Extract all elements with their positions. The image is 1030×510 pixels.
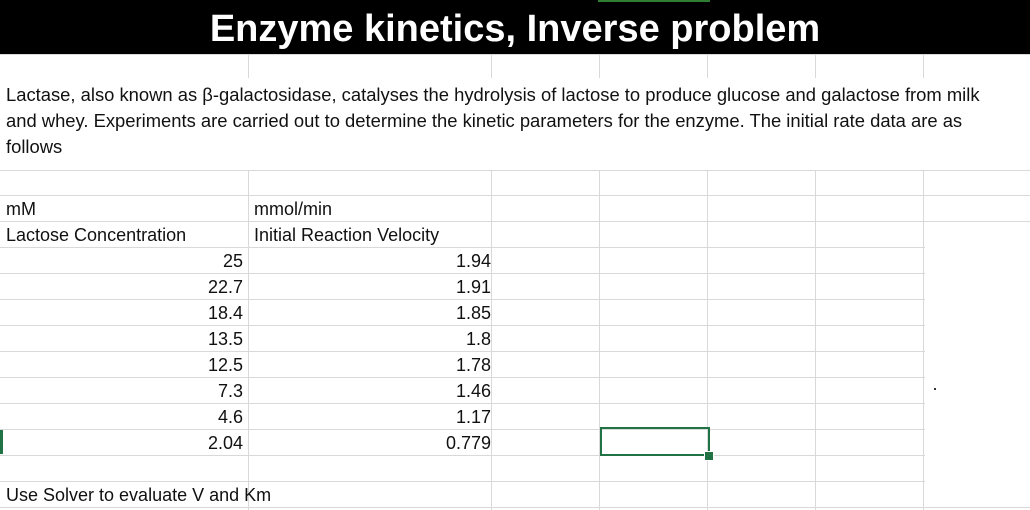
table-cell-concentration[interactable]: 2.04 xyxy=(207,433,243,453)
table-cell-velocity[interactable]: 1.85 xyxy=(455,303,491,323)
table-cell-velocity[interactable]: 1.17 xyxy=(455,407,491,427)
description-text: Lactase, also known as β-galactosidase, … xyxy=(6,84,980,157)
table-cell-velocity[interactable]: 1.94 xyxy=(455,251,491,271)
sheet-title[interactable]: Enzyme kinetics, Inverse problem xyxy=(209,8,821,50)
table-cell-concentration[interactable]: 13.5 xyxy=(207,329,243,349)
table-cell-concentration[interactable]: 4.6 xyxy=(217,407,243,427)
table-cell-velocity[interactable]: 1.46 xyxy=(455,381,491,401)
fill-handle[interactable] xyxy=(704,451,714,461)
unit-initial-velocity[interactable]: mmol/min xyxy=(254,199,333,219)
title-banner xyxy=(0,0,1030,54)
table-cell-concentration[interactable]: 22.7 xyxy=(207,277,243,297)
unit-lactose-concentration[interactable]: mM xyxy=(6,199,36,219)
table-cell-concentration[interactable]: 12.5 xyxy=(207,355,243,375)
stray-dot xyxy=(934,388,936,390)
title-accent xyxy=(598,0,710,2)
header-initial-velocity[interactable]: Initial Reaction Velocity xyxy=(254,225,440,245)
table-cell-velocity[interactable]: 0.779 xyxy=(445,433,491,453)
table-cell-concentration[interactable]: 18.4 xyxy=(207,303,243,323)
description-cell[interactable] xyxy=(0,78,1030,170)
solver-instruction[interactable]: Use Solver to evaluate V and Km xyxy=(6,485,272,505)
table-cell-concentration[interactable]: 7.3 xyxy=(217,381,243,401)
table-cell-velocity[interactable]: 1.91 xyxy=(455,277,491,297)
table-cell-concentration[interactable]: 25 xyxy=(222,251,243,271)
table-cell-velocity[interactable]: 1.78 xyxy=(455,355,491,375)
table-cell-velocity[interactable]: 1.8 xyxy=(465,329,491,349)
selected-cell[interactable] xyxy=(600,427,710,456)
header-lactose-concentration[interactable]: Lactose Concentration xyxy=(6,225,187,245)
row-selection-marker xyxy=(0,430,3,454)
